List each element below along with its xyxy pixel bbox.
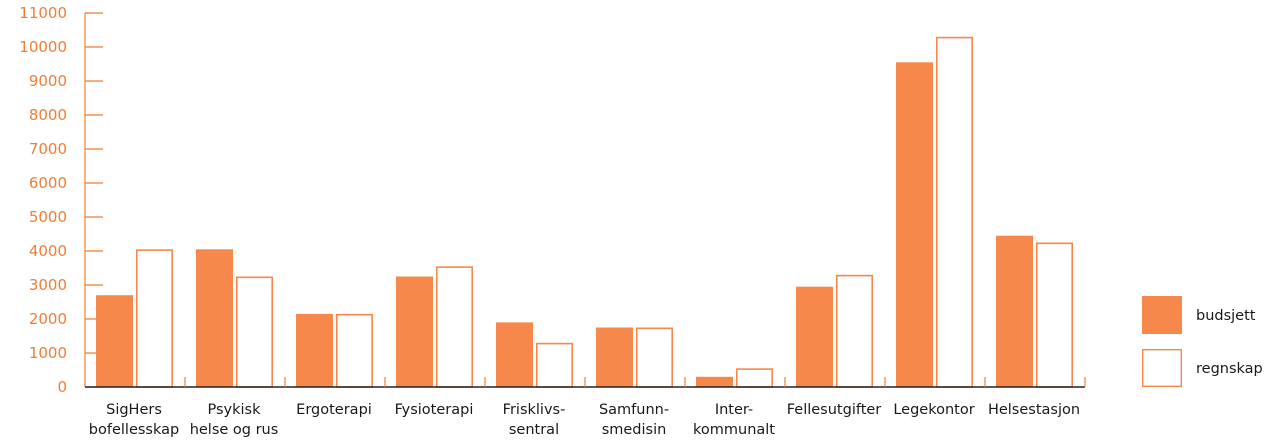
bar-budsjett — [296, 313, 333, 387]
legend: budsjett regnskap — [1141, 296, 1263, 388]
bar-regnskap — [1036, 242, 1074, 388]
x-tick-label: Inter- — [715, 402, 753, 418]
legend-swatch-regnskap — [1141, 349, 1182, 388]
x-tick-label: smedisin — [602, 422, 667, 438]
bar-budsjett — [796, 286, 833, 387]
bar-budsjett — [896, 62, 933, 388]
y-tick-label: 8000 — [29, 106, 67, 124]
y-tick-label: 10000 — [19, 38, 67, 56]
x-tick-label: Legekontor — [893, 402, 974, 418]
bars — [96, 36, 1074, 388]
bar-regnskap — [136, 249, 174, 388]
x-tick-label: Fysioterapi — [395, 402, 474, 418]
x-tick-label: Samfunn- — [599, 402, 669, 418]
y-tick-label: 7000 — [29, 140, 67, 158]
y-tick-label: 0 — [57, 378, 67, 396]
bar-regnskap — [435, 266, 473, 388]
y-axis: 0 1000 2000 3000 4000 5000 6000 7000 8000 9000 100… — [19, 4, 103, 396]
y-tick-label: 1000 — [29, 344, 67, 362]
bar-budsjett — [496, 322, 533, 387]
x-tick-label: Ergoterapi — [296, 402, 372, 418]
bar-budsjett — [996, 235, 1033, 387]
x-axis: SigHers bofellesskap Psykisk helse og rus Er… — [85, 377, 1086, 438]
bar-regnskap — [236, 276, 274, 388]
bar-budsjett — [696, 376, 733, 387]
x-tick-label: Psykisk — [207, 402, 261, 418]
bar-budsjett — [596, 327, 633, 387]
y-tick-label: 3000 — [29, 276, 67, 294]
x-tick-label: helse og rus — [190, 422, 279, 438]
x-tick-label: sentral — [509, 422, 559, 438]
y-tick-label: 4000 — [29, 242, 67, 260]
bar-regnskap — [535, 342, 573, 388]
x-tick-label: Fellesutgifter — [787, 402, 882, 418]
bar-budsjett — [196, 249, 233, 387]
y-tick-label: 5000 — [29, 208, 67, 226]
bar-regnskap — [335, 313, 373, 388]
x-tick-label: Helsestasjon — [988, 402, 1080, 418]
legend-label-regnskap: regnskap — [1196, 361, 1263, 377]
x-tick-label: SigHers — [106, 402, 162, 418]
x-tick-label: kommunalt — [693, 422, 775, 438]
x-tick-label: Frisklivs- — [503, 402, 566, 418]
legend-label-budsjett: budsjett — [1196, 308, 1256, 324]
x-tick-label: bofellesskap — [89, 422, 179, 438]
bar-budsjett — [396, 276, 433, 387]
bar-regnskap — [735, 368, 773, 388]
bar-regnskap — [935, 36, 973, 388]
bar-regnskap — [835, 274, 873, 388]
y-tick-label: 2000 — [29, 310, 67, 328]
bar-regnskap — [635, 327, 673, 388]
y-tick-label: 11000 — [19, 4, 67, 22]
legend-swatch-budsjett — [1142, 296, 1182, 334]
bar-budsjett — [96, 295, 133, 387]
y-tick-label: 9000 — [29, 72, 67, 90]
y-tick-label: 6000 — [29, 174, 67, 192]
